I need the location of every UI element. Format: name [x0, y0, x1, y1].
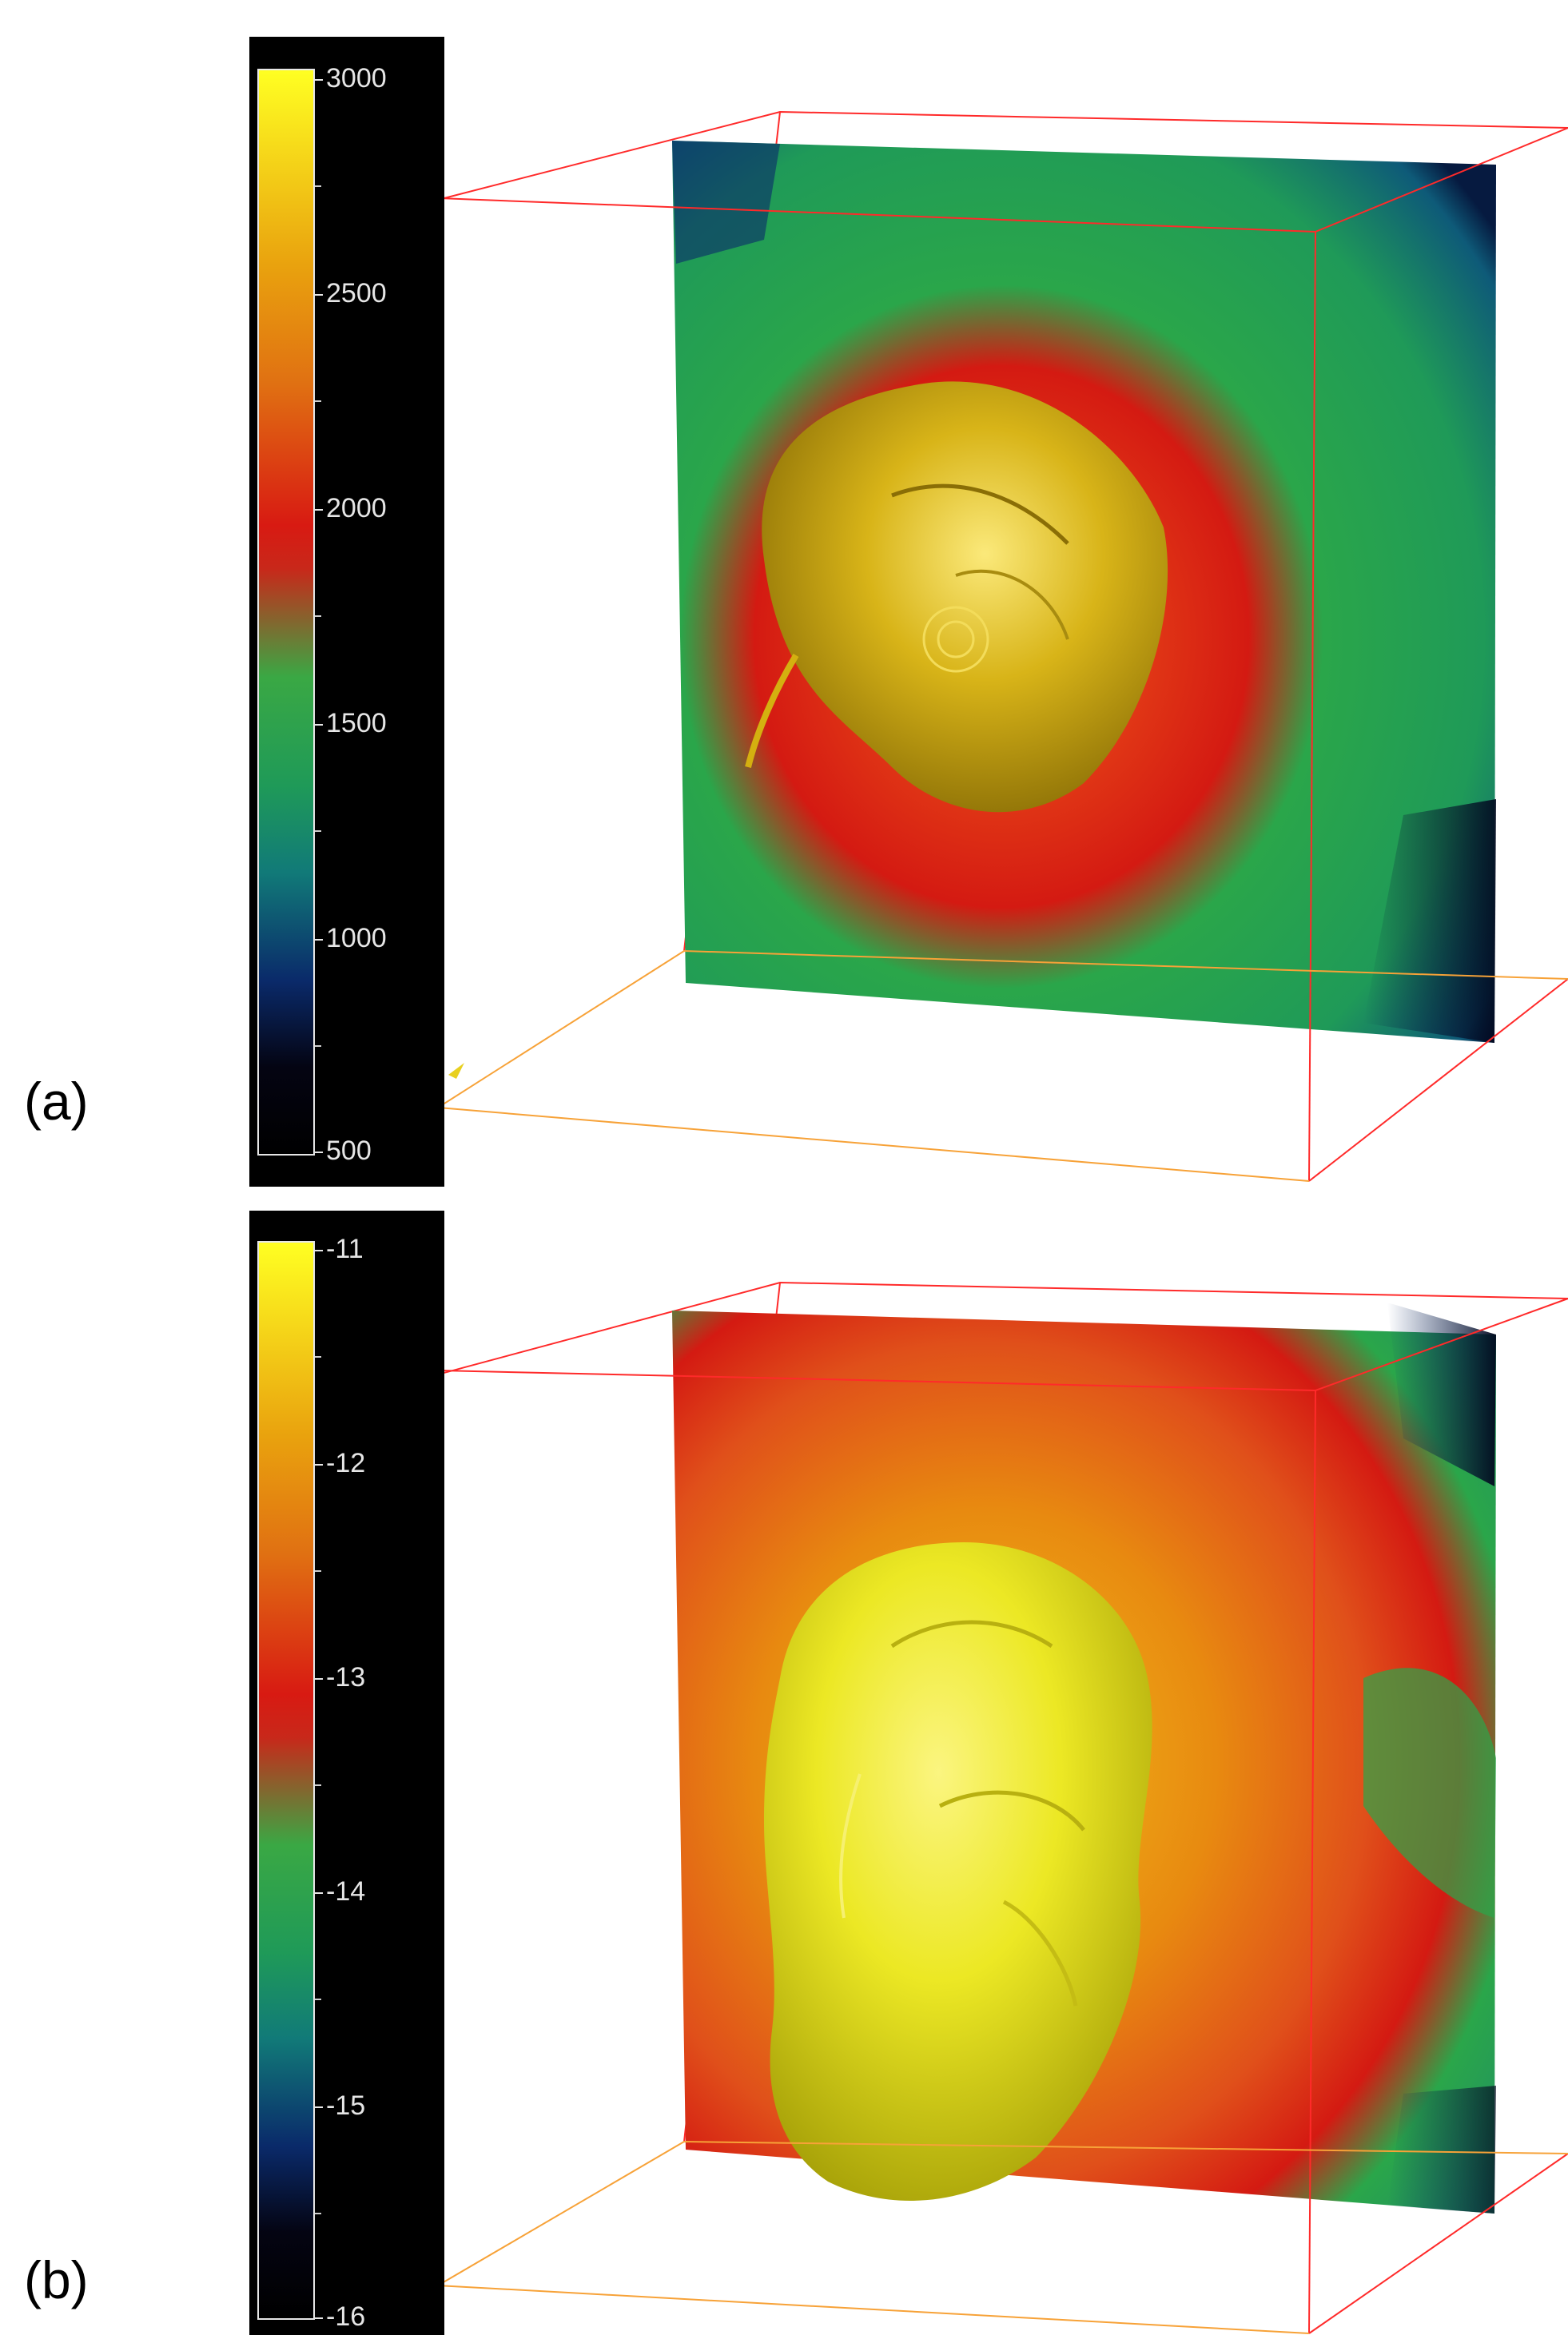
colorbar-minor-tick: [315, 1356, 321, 1358]
colorbar-gradient-a: [257, 69, 315, 1156]
colorbar-minor-tick: [315, 400, 321, 402]
colorbar-gradient-b: [257, 1241, 315, 2320]
colorbar-minor-tick: [315, 2213, 321, 2214]
colorbar-tick-a-2: 2000: [315, 495, 387, 522]
panel-a: (a) 3000 2500 2000 1500 1000 500: [0, 0, 1568, 1187]
colorbar-minor-tick: [315, 1784, 321, 1786]
colorbar-tick-a-0: 3000: [315, 65, 387, 92]
colorbar-minor-tick: [315, 1045, 321, 1047]
panel-b: (b) -11 -12 -13 -14 -15 -16: [0, 1199, 1568, 2335]
colorbar-b: -11 -12 -13 -14 -15 -16: [249, 1211, 444, 2335]
colorbar-tick-a-1: 2500: [315, 280, 387, 307]
isosurface-a: [745, 381, 1168, 813]
isosurface-b: [764, 1542, 1152, 2201]
panel-label-a: (a): [24, 1072, 89, 1131]
colorbar-minor-tick: [315, 185, 321, 187]
colorbar-minor-tick: [315, 830, 321, 832]
bounding-box-front-b: [444, 1298, 1568, 2334]
colorbar-tick-b-5: -16: [315, 2303, 365, 2330]
colorbar-minor-tick: [315, 1999, 321, 2000]
colorbar-tick-b-2: -13: [315, 1664, 365, 1691]
panel-label-b: (b): [24, 2250, 89, 2309]
colorbar-tick-b-1: -12: [315, 1450, 365, 1477]
volume-render-svg-b: [444, 1281, 1568, 2334]
colorbar-tick-a-3: 1500: [315, 710, 387, 737]
colorbar-minor-tick: [315, 615, 321, 617]
colorbar-tick-a-5: 500: [315, 1137, 372, 1164]
colorbar-tick-b-0: -11: [315, 1235, 364, 1263]
volume-render-svg-a: [444, 110, 1568, 1182]
colorbar-a: 3000 2500 2000 1500 1000 500: [249, 37, 444, 1187]
colorbar-tick-b-4: -15: [315, 2092, 365, 2119]
colorbar-tick-a-4: 1000: [315, 925, 387, 952]
colorbar-minor-tick: [315, 1570, 321, 1572]
colorbar-tick-b-3: -14: [315, 1878, 365, 1905]
volume-render-a: [444, 0, 1568, 1187]
volume-render-b: [444, 1199, 1568, 2335]
bounding-box-front-a: [444, 127, 1568, 1182]
